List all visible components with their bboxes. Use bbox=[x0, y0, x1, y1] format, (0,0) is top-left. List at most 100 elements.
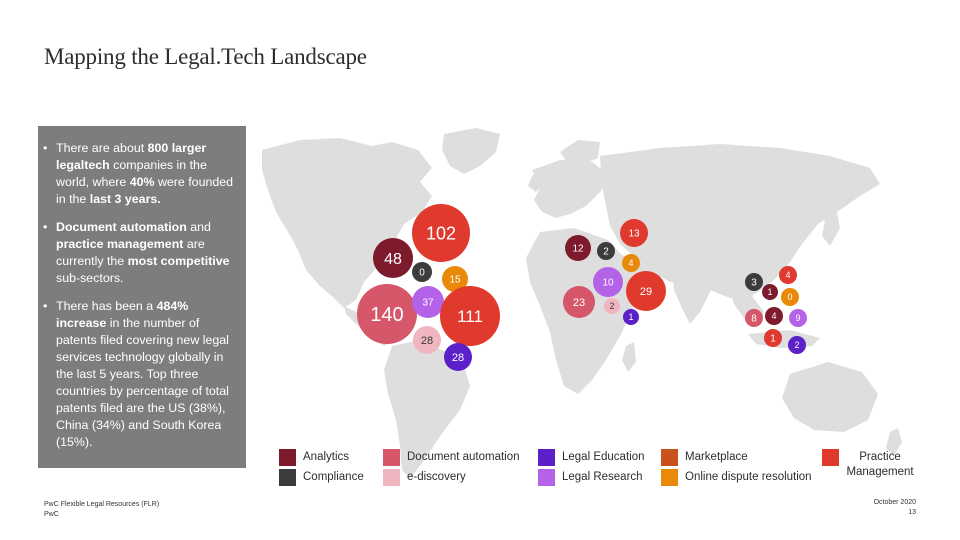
legend-swatch-analytics bbox=[279, 449, 296, 466]
bubble-value-label: 2 bbox=[603, 247, 609, 258]
bubble-practice-management bbox=[440, 286, 500, 346]
bubble-compliance bbox=[412, 262, 432, 282]
legend-swatch-document-automation bbox=[383, 449, 400, 466]
legend-swatch-legal-research bbox=[538, 469, 555, 486]
bubble-value-label: 12 bbox=[572, 244, 584, 255]
bubble-value-label: 102 bbox=[426, 223, 456, 243]
south-america-shape bbox=[384, 340, 470, 478]
bubble-legal-research bbox=[412, 286, 444, 318]
bullet-emphasis-text: 800 larger legaltech bbox=[56, 141, 207, 172]
footer-right: October 2020 13 bbox=[874, 498, 916, 518]
bullet-text: companies in the world, where bbox=[56, 158, 207, 189]
bubble-value-label: 48 bbox=[384, 251, 402, 268]
bubble-value-label: 15 bbox=[449, 275, 461, 286]
legend-label-compliance: Compliance bbox=[303, 471, 364, 483]
legend-swatch-legal-education bbox=[538, 449, 555, 466]
bullet-competitive-subsectors: • Document automation and practice manage… bbox=[43, 219, 238, 287]
india-shape bbox=[672, 270, 712, 324]
bubble-analytics bbox=[765, 307, 783, 325]
bubble-value-label: 9 bbox=[795, 313, 800, 323]
australia-shape bbox=[782, 362, 878, 432]
bubble-value-label: 111 bbox=[457, 307, 483, 326]
bullet-text: There has been a bbox=[56, 299, 157, 313]
bubble-value-label: 0 bbox=[787, 292, 792, 302]
bullet-emphasis-text: Document automation bbox=[56, 220, 187, 234]
bubble-online-dispute-resolution bbox=[442, 266, 468, 292]
bubble-e-discovery bbox=[604, 298, 620, 314]
bubble-document-automation bbox=[745, 309, 763, 327]
bubble-practice-management bbox=[412, 204, 470, 262]
uk-shape bbox=[528, 170, 544, 192]
bubble-practice-management bbox=[764, 329, 782, 347]
bubble-value-label: 140 bbox=[370, 304, 403, 326]
bubble-value-label: 10 bbox=[602, 278, 614, 289]
bubble-legal-education bbox=[788, 336, 806, 354]
legend-label-practice-management: Practice Management bbox=[846, 451, 914, 478]
bubble-document-automation bbox=[563, 286, 595, 318]
legend-label-e-discovery: e-discovery bbox=[407, 471, 466, 483]
legend-label-legal-education: Legal Education bbox=[562, 451, 645, 463]
bubble-value-label: 8 bbox=[751, 314, 757, 325]
new-zealand-shape bbox=[886, 428, 902, 456]
bubble-analytics bbox=[373, 238, 413, 278]
bubble-value-label: 3 bbox=[751, 278, 757, 289]
world-map-landmass bbox=[262, 128, 902, 478]
legend-swatch-e-discovery bbox=[383, 469, 400, 486]
scandinavia-shape bbox=[560, 140, 600, 164]
bubble-practice-management bbox=[626, 271, 666, 311]
bullet-text: in the number of patents filed covering … bbox=[56, 316, 229, 449]
bubble-legal-education bbox=[623, 309, 639, 325]
bullet-text: There are about bbox=[56, 141, 148, 155]
bubble-online-dispute-resolution bbox=[622, 254, 640, 272]
bubble-value-label: 1 bbox=[767, 287, 772, 297]
footer-left: PwC Flexible Legal Resources (FLR) PwC bbox=[44, 500, 159, 520]
bubble-value-label: 4 bbox=[771, 311, 776, 321]
bubble-legal-research bbox=[593, 267, 623, 297]
bubble-document-automation bbox=[357, 284, 417, 344]
bullet-emphasis-text: most competitive bbox=[127, 254, 230, 268]
bubble-value-label: 28 bbox=[421, 335, 433, 347]
bullet-text: were founded in the bbox=[56, 175, 234, 206]
asia-shape bbox=[600, 144, 880, 298]
bubble-value-label: 1 bbox=[628, 312, 633, 322]
bubble-compliance bbox=[597, 242, 615, 260]
bubble-value-label: 1 bbox=[770, 334, 776, 345]
bubble-legal-education bbox=[444, 343, 472, 371]
bubble-value-label: 2 bbox=[609, 301, 614, 311]
bubble-value-label: 37 bbox=[422, 298, 434, 309]
legend-label-legal-research: Legal Research bbox=[562, 471, 643, 483]
page-number: 13 bbox=[908, 509, 916, 516]
footer-source: PwC Flexible Legal Resources (FLR) bbox=[44, 501, 160, 508]
bubble-practice-management bbox=[779, 266, 797, 284]
bubble-compliance bbox=[745, 273, 763, 291]
bullet-text: are currently the bbox=[56, 237, 205, 268]
bullet-dot: • bbox=[43, 299, 48, 313]
footer-brand: PwC bbox=[44, 511, 59, 518]
bullet-emphasis-text: 484% increase bbox=[56, 299, 189, 330]
legend-label-document-automation: Document automation bbox=[407, 451, 520, 463]
bubble-value-label: 23 bbox=[573, 297, 585, 309]
bubble-value-label: 4 bbox=[785, 270, 790, 280]
legend-label-marketplace: Marketplace bbox=[685, 451, 748, 463]
bubble-analytics bbox=[762, 284, 778, 300]
legend-label-online-dispute-resolution: Online dispute resolution bbox=[685, 471, 812, 483]
europe-shape bbox=[532, 160, 610, 218]
bubble-e-discovery bbox=[413, 326, 441, 354]
legend-swatch-compliance bbox=[279, 469, 296, 486]
bubble-online-dispute-resolution bbox=[781, 288, 799, 306]
bullet-emphasis-text: 40% bbox=[129, 175, 155, 189]
bullet-text: and bbox=[186, 220, 211, 234]
bullet-emphasis-text: practice management bbox=[56, 237, 184, 251]
legend-swatch-marketplace bbox=[661, 449, 678, 466]
bullet-legaltech-companies: • There are about 800 larger legaltech co… bbox=[43, 140, 238, 208]
greenland-shape bbox=[442, 128, 500, 174]
bullet-dot: • bbox=[43, 141, 48, 155]
bubble-value-label: 2 bbox=[794, 340, 799, 350]
bullet-dot: • bbox=[43, 220, 48, 234]
bubble-value-label: 13 bbox=[628, 229, 640, 240]
indonesia-shape bbox=[748, 330, 820, 348]
japan-shape bbox=[822, 208, 840, 246]
bubble-value-label: 0 bbox=[419, 268, 425, 279]
